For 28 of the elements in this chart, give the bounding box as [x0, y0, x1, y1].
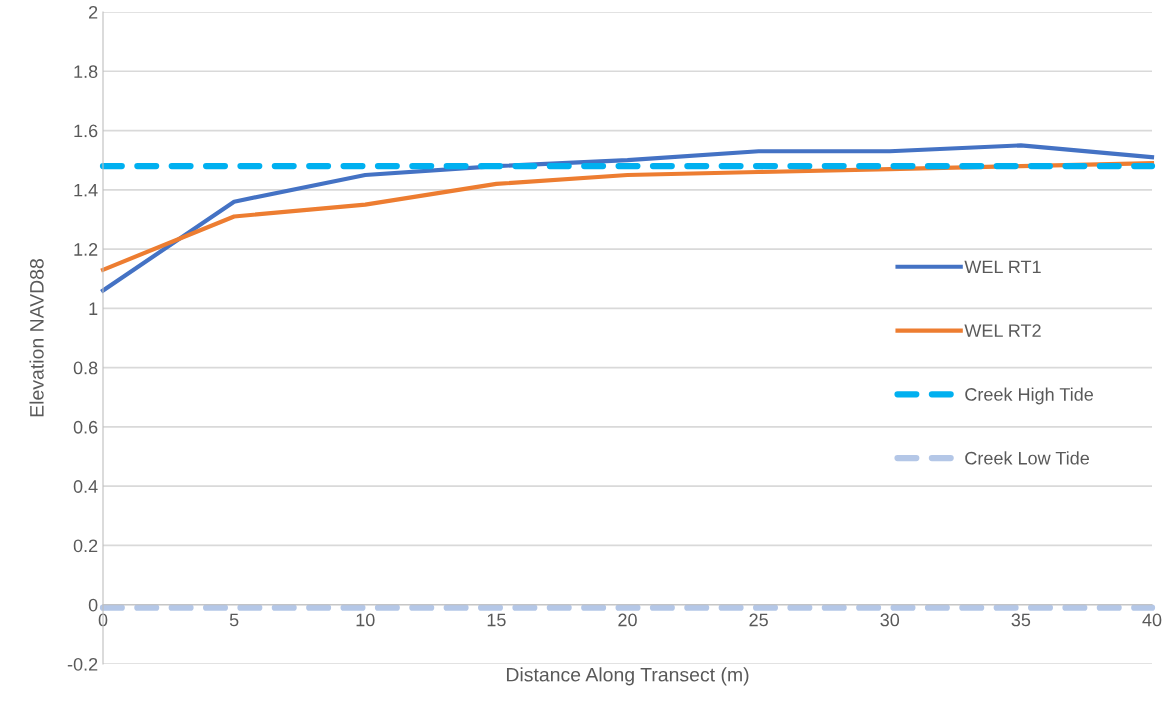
line-series: [100, 143, 1155, 293]
y-tick-label: 0.2: [73, 539, 98, 553]
legend-label: WEL RT1: [964, 260, 1041, 274]
x-axis-title: Distance Along Transect (m): [506, 667, 749, 686]
y-tick-label: 1.6: [74, 124, 98, 138]
y-tick-label: -0.2: [67, 657, 98, 671]
y-tick-label: 0.6: [73, 420, 98, 434]
x-tick-label: 40: [1142, 613, 1162, 627]
x-tick-label: 5: [229, 613, 239, 627]
y-tick-label: 0.8: [73, 361, 98, 375]
y-tick-label: 1: [89, 302, 98, 315]
y-tick-label: 0.4: [73, 480, 98, 493]
y-tick-label: 2: [89, 5, 98, 19]
y-tick-label: 1.8: [74, 65, 98, 78]
x-tick-label: 25: [749, 613, 768, 627]
y-tick-label: 0: [88, 598, 98, 612]
x-tick-label: 30: [880, 613, 900, 627]
x-tick-label: 20: [618, 613, 637, 627]
x-tick-label: 15: [487, 613, 506, 627]
y-axis-title: Elevation NAVD88: [29, 259, 44, 417]
legend-label: WEL RT2: [964, 324, 1041, 337]
y-tick-label: 1.2: [74, 243, 98, 256]
legend-label: Creek Low Tide: [965, 451, 1089, 465]
x-tick-label: 0: [98, 613, 108, 627]
x-tick-label: 35: [1011, 613, 1031, 627]
x-tick-label: 10: [356, 613, 375, 627]
y-tick-label: 1.4: [74, 183, 98, 197]
legend-label: Creek High Tide: [965, 387, 1093, 405]
